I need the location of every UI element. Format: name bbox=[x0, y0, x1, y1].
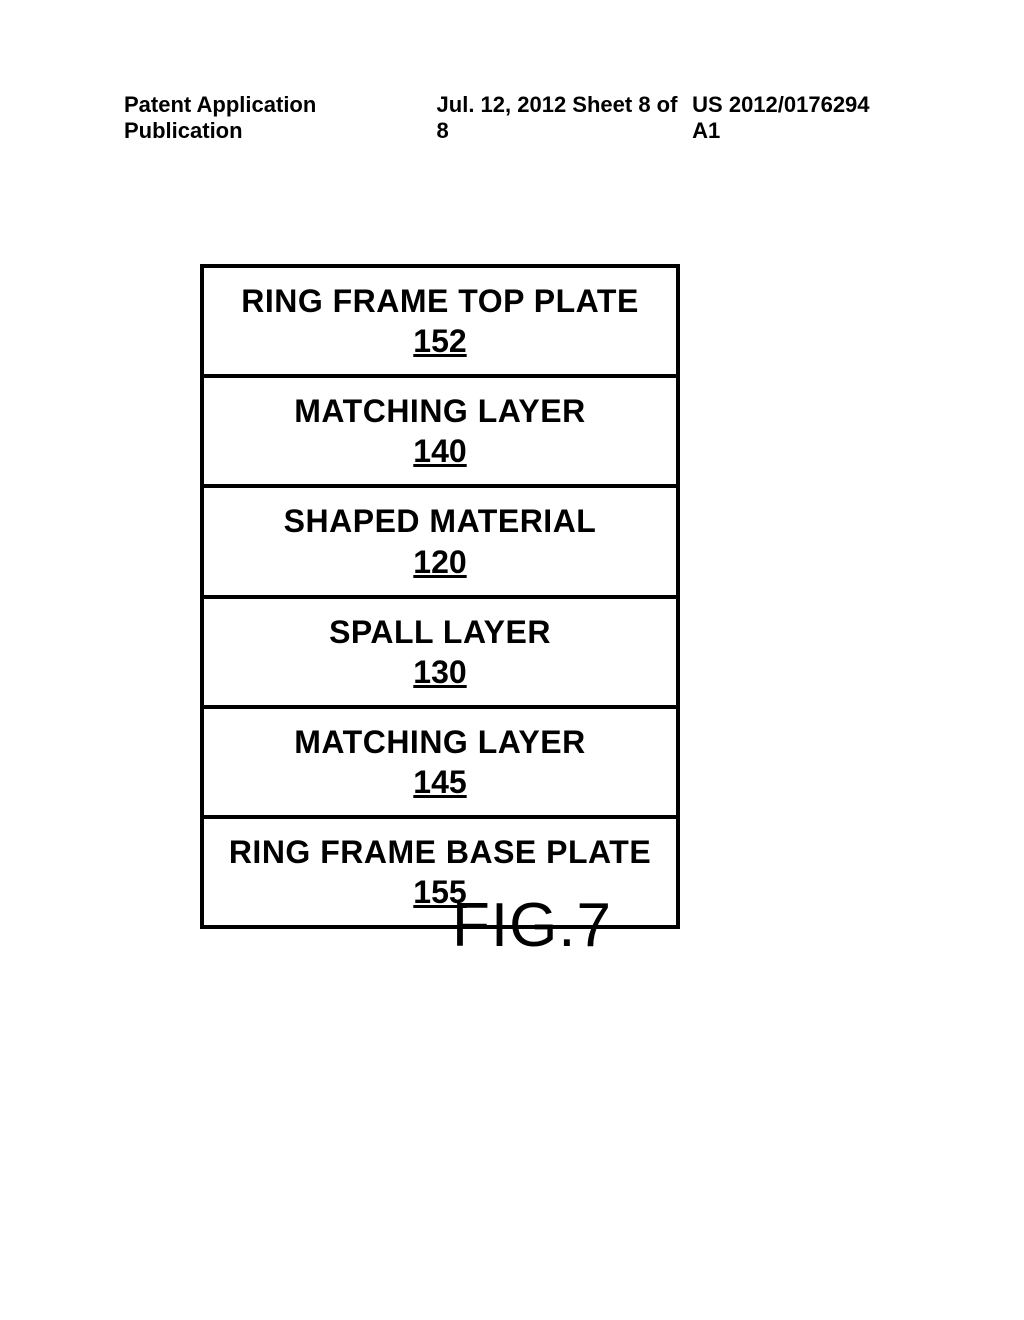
layer-shaped-material: SHAPED MATERIAL 120 bbox=[200, 484, 680, 594]
layer-ref-num: 140 bbox=[413, 433, 466, 470]
patent-page: Patent Application Publication Jul. 12, … bbox=[0, 0, 1024, 1320]
layer-label: SPALL LAYER bbox=[212, 615, 668, 650]
layer-matching-layer-bottom: MATCHING LAYER 145 bbox=[200, 705, 680, 815]
layer-ref-num: 145 bbox=[413, 764, 466, 801]
layer-label: SHAPED MATERIAL bbox=[212, 504, 668, 539]
layer-label: MATCHING LAYER bbox=[212, 725, 668, 760]
layer-label: RING FRAME BASE PLATE bbox=[212, 835, 668, 870]
figure-7-stack: RING FRAME TOP PLATE 152 MATCHING LAYER … bbox=[200, 264, 680, 929]
layer-matching-layer-top: MATCHING LAYER 140 bbox=[200, 374, 680, 484]
layer-ref-num: 130 bbox=[413, 654, 466, 691]
layer-label: MATCHING LAYER bbox=[212, 394, 668, 429]
layer-ref-num: 120 bbox=[413, 544, 466, 581]
layer-ring-frame-top-plate: RING FRAME TOP PLATE 152 bbox=[200, 264, 680, 374]
page-header: Patent Application Publication Jul. 12, … bbox=[0, 92, 1024, 144]
figure-caption: FIG.7 bbox=[0, 890, 1024, 961]
layer-ref-num: 152 bbox=[413, 323, 466, 360]
header-center: Jul. 12, 2012 Sheet 8 of 8 bbox=[437, 92, 693, 144]
layer-label: RING FRAME TOP PLATE bbox=[212, 284, 668, 319]
layer-spall-layer: SPALL LAYER 130 bbox=[200, 595, 680, 705]
header-left: Patent Application Publication bbox=[124, 92, 437, 144]
header-right: US 2012/0176294 A1 bbox=[692, 92, 900, 144]
